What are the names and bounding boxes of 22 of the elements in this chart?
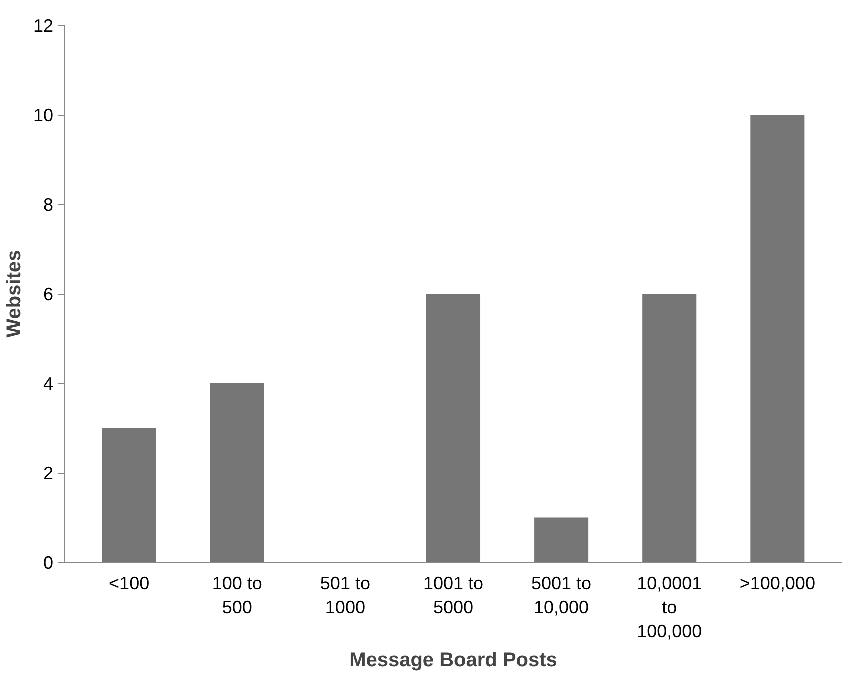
y-tick-label: 2: [43, 464, 54, 484]
x-tick-label: 5001 to 10,000: [532, 574, 592, 618]
x-tick-label: >100,000: [740, 574, 816, 594]
bar: [426, 294, 481, 562]
bar: [210, 384, 264, 562]
y-tick-label: 4: [43, 374, 54, 394]
x-tick-label: 100 to 500: [212, 574, 262, 618]
x-axis-title: Message Board Posts: [350, 650, 558, 672]
bar: [102, 428, 156, 562]
y-tick-label: 12: [33, 16, 54, 36]
y-tick-label: 0: [43, 553, 54, 573]
y-tick-label: 6: [43, 284, 54, 304]
x-tick-label: 501 to 1000: [320, 574, 370, 618]
bar: [750, 115, 805, 562]
x-tick-label: 1001 to 5000: [423, 574, 484, 618]
x-tick-label: <100: [109, 574, 150, 594]
x-tick-label: 10,0001 to 100,000: [637, 574, 702, 642]
y-axis-title: Websites: [3, 250, 26, 338]
bar: [642, 294, 697, 562]
y-tick-label: 10: [33, 106, 54, 126]
bar: [534, 518, 589, 562]
y-tick-label: 8: [43, 195, 54, 215]
